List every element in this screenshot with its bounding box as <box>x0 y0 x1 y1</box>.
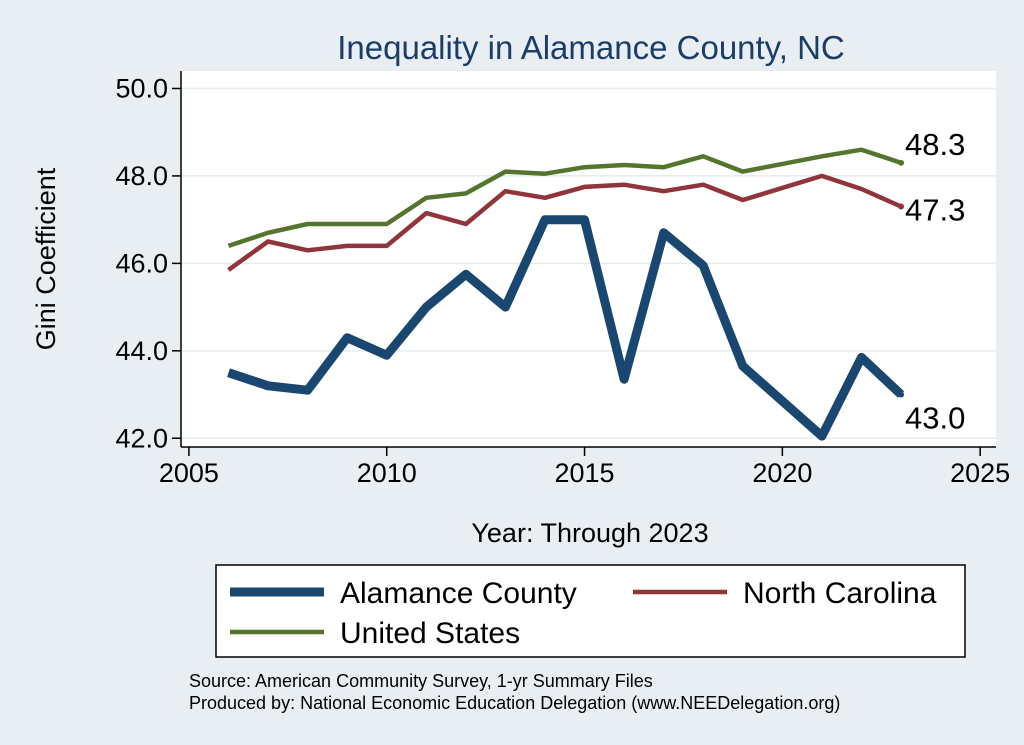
series-line-north-carolina <box>227 173 902 272</box>
x-axis-title: Year: Through 2023 <box>471 518 708 548</box>
data-series <box>227 147 905 441</box>
series-line-united-states <box>227 147 902 249</box>
x-tick-label: 2020 <box>752 458 812 488</box>
legend-label-alamance-county: Alamance County <box>340 577 577 610</box>
end-point-united-states <box>898 159 905 166</box>
legend-box <box>215 564 966 658</box>
x-tick-label: 2005 <box>159 458 219 488</box>
legend-label-united-states: United States <box>340 617 520 650</box>
end-label-alamance-county: 43.0 <box>905 401 965 436</box>
y-tick-label: 44.0 <box>115 336 168 366</box>
end-labels: 43.0 47.3 48.3 <box>898 127 965 436</box>
x-tick-label: 2025 <box>950 458 1010 488</box>
legend: Alamance County North Carolina United St… <box>230 577 937 650</box>
y-tick-label: 42.0 <box>115 423 168 453</box>
y-axis-title: Gini Coefficient <box>31 167 61 350</box>
y-axis-ticks: 42.0 44.0 46.0 48.0 50.0 <box>115 73 181 453</box>
legend-label-north-carolina: North Carolina <box>743 577 937 610</box>
end-point-alamance-county <box>898 391 905 398</box>
end-point-north-carolina <box>898 203 905 210</box>
y-tick-label: 46.0 <box>115 248 168 278</box>
produced-by-line: Produced by: National Economic Education… <box>189 693 840 713</box>
y-tick-label: 48.0 <box>115 161 168 191</box>
end-label-united-states: 48.3 <box>905 127 965 162</box>
x-tick-label: 2015 <box>555 458 615 488</box>
chart-title: Inequality in Alamance County, NC <box>337 29 845 66</box>
series-line-alamance-county <box>227 215 905 441</box>
x-tick-label: 2010 <box>357 458 417 488</box>
source-line: Source: American Community Survey, 1-yr … <box>189 671 653 691</box>
y-tick-label: 50.0 <box>115 73 168 103</box>
end-label-north-carolina: 47.3 <box>905 193 965 228</box>
gridlines <box>181 87 996 440</box>
x-axis-ticks: 2005 2010 2015 2020 2025 <box>159 447 1010 488</box>
